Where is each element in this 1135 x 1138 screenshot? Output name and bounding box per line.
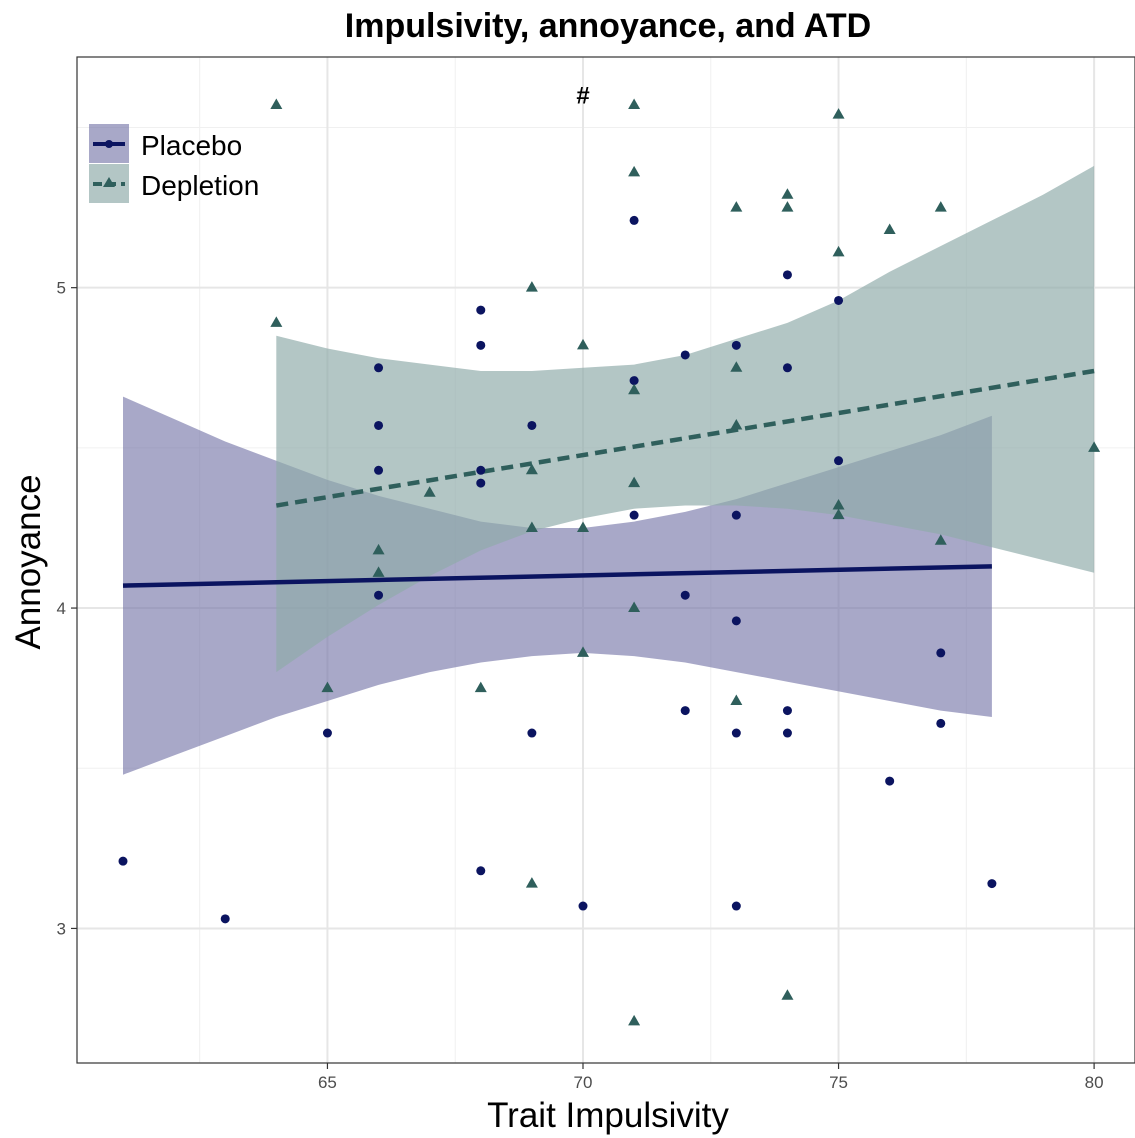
fit-line-depletion [275, 368, 1095, 508]
data-point-depletion [525, 281, 538, 292]
data-point-placebo [578, 901, 588, 911]
legend: Placebo Depletion [89, 124, 259, 203]
significance-annotation: # [576, 82, 589, 109]
data-point-placebo [885, 776, 895, 786]
data-point-depletion [321, 681, 334, 693]
data-point-placebo [680, 706, 690, 716]
data-point-placebo [680, 350, 690, 360]
data-point-depletion [781, 201, 794, 212]
data-point-depletion [628, 1014, 641, 1026]
data-point-placebo [527, 420, 537, 430]
data-point-depletion [1088, 441, 1101, 452]
data-point-placebo [374, 590, 384, 600]
data-point-placebo [987, 879, 997, 889]
data-point-placebo [782, 363, 792, 373]
data-point-depletion [628, 98, 641, 110]
data-point-placebo [782, 728, 792, 738]
data-point-depletion [832, 499, 845, 510]
data-point-depletion [372, 543, 385, 555]
data-point-placebo [220, 914, 230, 924]
y-tick-label: 5 [57, 279, 66, 298]
data-point-placebo [731, 728, 741, 738]
fit-line-placebo [122, 564, 992, 588]
x-tick-label: 70 [574, 1073, 593, 1092]
data-point-depletion [883, 223, 896, 235]
x-tick-label: 80 [1085, 1073, 1104, 1092]
data-point-placebo [374, 363, 384, 373]
data-point-placebo [476, 478, 486, 488]
legend-key-depletion-marker [103, 177, 115, 187]
data-point-depletion [525, 521, 538, 532]
confidence-ribbon-depletion [276, 165, 1095, 673]
data-point-placebo [322, 728, 332, 738]
data-point-depletion [934, 201, 947, 212]
data-point-placebo [476, 305, 486, 315]
data-point-placebo [476, 340, 486, 350]
data-point-placebo [629, 510, 639, 520]
x-axis-title: Trait Impulsivity [487, 1096, 729, 1135]
data-point-placebo [782, 706, 792, 716]
data-point-depletion [730, 418, 743, 430]
legend-label-placebo: Placebo [141, 130, 242, 161]
data-point-placebo [374, 465, 384, 475]
data-point-depletion [270, 316, 283, 327]
data-point-placebo [629, 376, 639, 386]
data-point-placebo [782, 270, 792, 280]
y-tick-label: 4 [57, 599, 66, 618]
data-point-placebo [731, 340, 741, 350]
data-point-depletion [628, 476, 641, 488]
chart-title: Impulsivity, annoyance, and ATD [345, 7, 871, 45]
data-point-placebo [476, 465, 486, 475]
data-point-placebo [731, 510, 741, 520]
data-point-depletion [832, 108, 845, 119]
data-point-depletion [832, 508, 845, 520]
data-point-depletion [577, 646, 589, 657]
data-point-depletion [474, 681, 487, 693]
data-point-depletion [781, 188, 794, 199]
data-point-placebo [527, 728, 537, 738]
data-point-depletion [372, 566, 385, 577]
plot-panel-border [76, 56, 1135, 1064]
data-point-depletion [781, 989, 794, 1000]
data-point-depletion [730, 694, 743, 705]
confidence-ribbons [123, 165, 1095, 775]
data-point-depletion [628, 383, 641, 395]
data-point-placebo [731, 901, 741, 911]
fit-lines [122, 368, 1095, 588]
y-tick-label: 3 [57, 919, 66, 938]
x-tick-label: 65 [318, 1073, 337, 1092]
legend-label-depletion: Depletion [141, 170, 259, 201]
data-point-depletion [730, 361, 743, 372]
data-point-depletion [934, 534, 947, 545]
data-point-placebo [476, 866, 486, 876]
data-point-placebo [936, 718, 946, 728]
data-point-placebo [731, 616, 741, 626]
data-point-depletion [577, 521, 589, 532]
data-point-placebo [680, 590, 690, 600]
legend-key-placebo-marker [105, 140, 113, 148]
data-point-depletion [423, 486, 436, 497]
data-points [118, 98, 1101, 1026]
data-point-depletion [270, 98, 283, 110]
data-point-placebo [834, 295, 844, 305]
data-point-depletion [832, 245, 845, 257]
data-point-placebo [834, 456, 844, 466]
data-point-depletion [628, 601, 641, 613]
data-point-placebo [629, 215, 639, 225]
data-point-placebo [936, 648, 946, 658]
data-point-depletion [628, 165, 641, 177]
x-tick-label: 75 [829, 1073, 848, 1092]
data-point-placebo [374, 420, 384, 430]
y-axis-title: Annoyance [9, 474, 48, 649]
data-point-depletion [525, 463, 538, 475]
data-point-depletion [525, 877, 538, 888]
data-point-depletion [730, 201, 743, 212]
data-point-placebo [118, 856, 128, 866]
axis-ticks: 65 70 75 80 3 4 5 [57, 279, 1104, 1092]
data-point-depletion [577, 338, 589, 350]
